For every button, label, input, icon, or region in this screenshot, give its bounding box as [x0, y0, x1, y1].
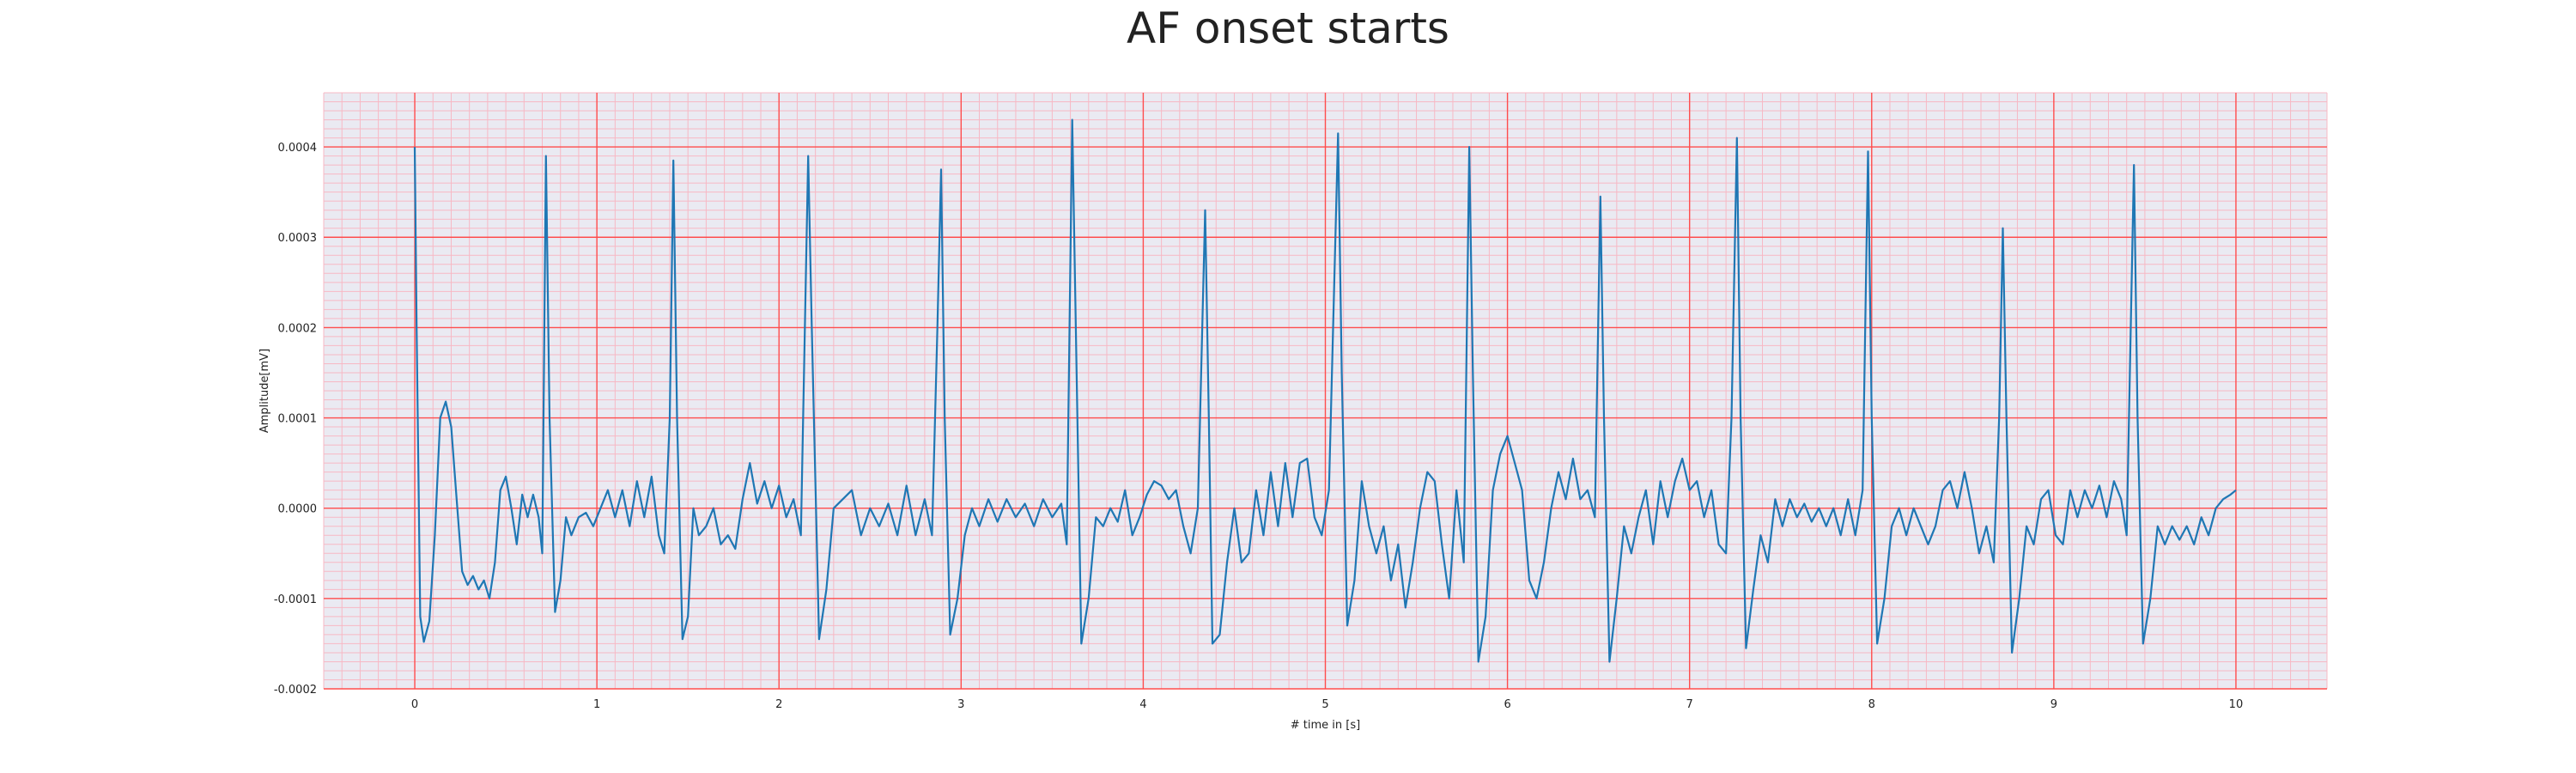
x-tick-label: 5: [1321, 698, 1328, 711]
x-tick-label: 9: [2050, 698, 2057, 711]
y-tick-label: 0.0000: [278, 503, 318, 516]
x-tick-label: 3: [957, 698, 964, 711]
major-grid: [324, 93, 2327, 690]
x-tick-label: 8: [1868, 698, 1875, 711]
y-tick-label: -0.0001: [274, 593, 317, 606]
y-tick-label: 0.0001: [278, 413, 318, 426]
x-tick-label: 1: [593, 698, 600, 711]
x-tick-label: 10: [2229, 698, 2244, 711]
y-tick-label: 0.0003: [278, 232, 318, 245]
y-axis-label: Amplitude[mV]: [258, 349, 271, 433]
x-tick-label: 0: [411, 698, 418, 711]
x-tick-label: 6: [1504, 698, 1510, 711]
x-tick-label: 7: [1686, 698, 1693, 711]
x-axis-ticks: 0 1 2 3 4 5 6 7 8 9 10: [411, 698, 2243, 711]
x-tick-label: 2: [775, 698, 782, 711]
y-axis-ticks: -0.0002 -0.0001 0.0000 0.0001 0.0002 0.0003 0.…: [274, 142, 317, 697]
ecg-series-line: [413, 119, 2237, 663]
y-tick-label: -0.0002: [274, 684, 317, 697]
chart-title: AF onset starts: [1127, 3, 1449, 53]
y-tick-label: 0.0002: [278, 322, 318, 335]
x-axis-label: # time in [s]: [1291, 719, 1360, 732]
y-tick-label: 0.0004: [278, 142, 318, 155]
x-tick-label: 4: [1139, 698, 1146, 711]
